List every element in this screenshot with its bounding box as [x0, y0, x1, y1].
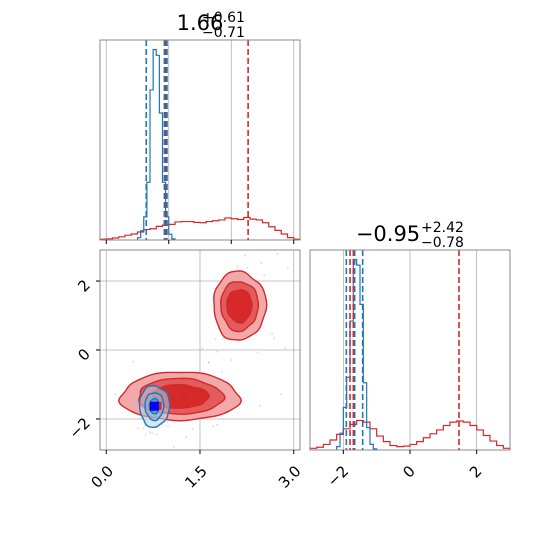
joint-sample-point: [276, 252, 279, 255]
joint-sample-point: [149, 431, 152, 434]
joint-sample-point: [258, 404, 261, 407]
joint-markers: [149, 301, 244, 411]
joint-sample-point: [137, 427, 139, 430]
marginal-param1-histogram-1: [136, 48, 176, 240]
marginal-param1-title-sub: −0.71: [202, 25, 245, 41]
joint-sample-point: [244, 254, 246, 256]
marginal-param1-grid: [105, 40, 295, 240]
joint-sample-point: [245, 266, 248, 269]
marginal-param2-tick-label: −2: [324, 462, 352, 490]
joint-sample-point: [151, 432, 154, 435]
joint-sample-point: [221, 371, 223, 374]
joint-sample-point: [155, 433, 158, 436]
marginal-param1-ticks: [105, 240, 295, 244]
joint-x-tick-label: 1.5: [181, 462, 211, 492]
joint-sample-point: [216, 350, 219, 353]
joint-sample-point: [284, 347, 286, 350]
marginal-param1-quantile-lines: [145, 40, 249, 240]
joint-x-tick-label: 3.0: [275, 462, 305, 492]
joint-point-marker: [235, 301, 244, 310]
joint-sample-point: [201, 347, 204, 350]
joint-sample-point: [144, 433, 147, 436]
joint-sample-point: [216, 423, 219, 426]
joint-sample-point: [236, 265, 239, 268]
joint-sample-point: [173, 445, 175, 448]
joint-sample-point: [143, 424, 146, 427]
joint-param1-param2-panel: 0.0 1.5 3.0 −2 0 2: [65, 249, 305, 492]
joint-sample-point: [139, 417, 142, 419]
joint-sample-point: [273, 337, 276, 340]
marginal-param2-quantile-lines: [345, 250, 460, 450]
joint-sample-point: [207, 361, 210, 363]
joint-sample-point: [256, 351, 259, 354]
joint-sample-point: [260, 261, 263, 264]
marginal-param2-title-sup: +2.42: [421, 220, 464, 236]
marginal-param1-title-sup: +0.61: [202, 10, 245, 26]
marginal-param2-histograms: [309, 258, 511, 450]
marginal-param2-tick-label: 2: [466, 462, 485, 481]
joint-sample-point: [114, 393, 117, 396]
joint-y-tick-label: −2: [65, 414, 93, 442]
marginal-param2-title: −0.95: [356, 222, 420, 246]
joint-sample-point: [206, 417, 209, 420]
joint-y-tick-label: 2: [74, 276, 93, 295]
joint-truth-marker: [149, 401, 159, 411]
joint-sample-point: [191, 428, 194, 430]
marginal-param2-title-sub: −0.78: [421, 235, 464, 251]
joint-sample-point: [212, 425, 215, 428]
marginal-param2-tick-label: 0: [399, 462, 418, 481]
marginal-param1-histogram-0: [99, 216, 301, 240]
joint-sample-point: [230, 359, 233, 361]
joint-y-tick-label: 0: [74, 345, 93, 364]
joint-sample-point: [161, 423, 164, 426]
joint-sample-point: [271, 332, 273, 335]
joint-sample-point: [166, 420, 169, 423]
joint-sample-point: [263, 274, 266, 276]
joint-x-tick-label: 0.0: [87, 462, 117, 492]
joint-sample-point: [222, 337, 225, 340]
marginal-param2-title-base: −0.95: [356, 222, 420, 246]
marginal-param1-title-base: 1.66: [177, 11, 224, 35]
joint-sample-point: [167, 425, 170, 428]
joint-sample-point: [214, 338, 217, 341]
marginal-param1-panel: 1.66 +0.61 −0.71: [99, 10, 301, 244]
joint-point-marker: [179, 393, 188, 402]
marginal-param2-histogram-1: [336, 258, 378, 450]
marginal-param2-panel: −2 0 2 −0.95 +2.42 −0.78: [309, 220, 511, 490]
marginal-param1-title: 1.66: [177, 11, 224, 35]
marginal-param2-ticks: −2 0 2: [324, 450, 485, 490]
joint-sample-point: [286, 266, 289, 269]
joint-sample-point: [280, 393, 282, 396]
joint-sample-point: [142, 427, 145, 430]
joint-sample-point: [185, 436, 188, 439]
marginal-param1-histograms: [99, 48, 301, 240]
joint-sample-point: [132, 360, 135, 363]
